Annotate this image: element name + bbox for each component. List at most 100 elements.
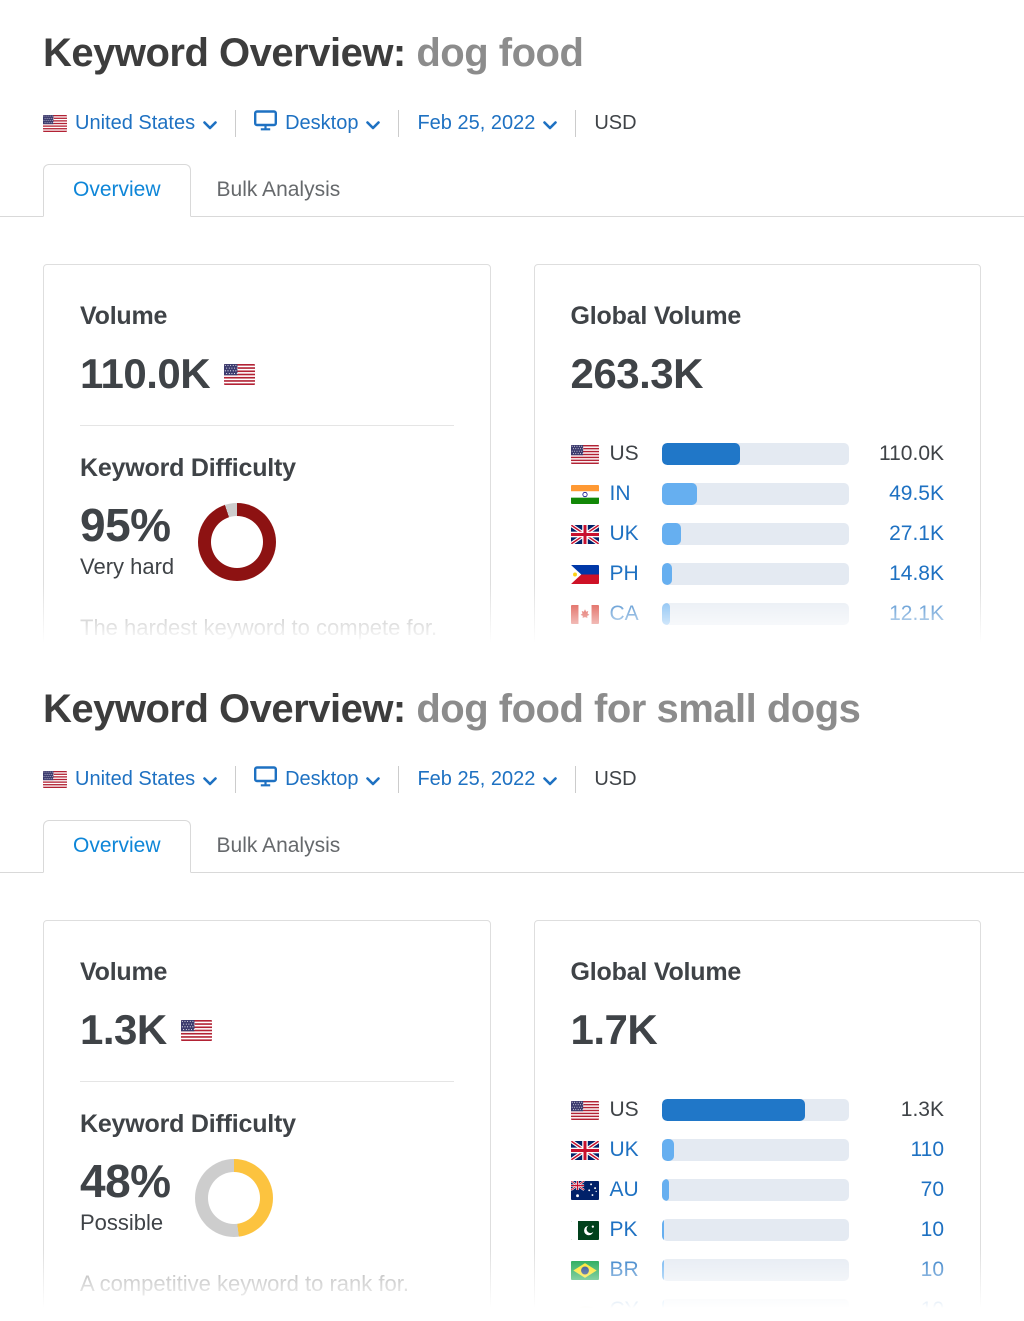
keyword-difficulty-row: 95% Very hard — [80, 500, 454, 581]
country-volume-row: UK 110 — [570, 1130, 944, 1170]
uk-flag-icon — [570, 1140, 599, 1160]
volume-bar — [661, 563, 849, 585]
page-title: Keyword Overview: dog food for small dog… — [43, 687, 981, 732]
volume-bar — [661, 1259, 849, 1281]
country-code-link[interactable]: PH — [609, 562, 639, 585]
volume-heading: Volume — [80, 302, 168, 330]
device-selector[interactable]: Desktop — [254, 109, 381, 137]
pk-flag-icon — [570, 1220, 599, 1240]
difficulty-description: The hardest keyword to compete for. It w… — [80, 611, 454, 656]
ca-flag-icon — [570, 604, 599, 624]
chevron-down-icon — [543, 769, 558, 792]
country-selector[interactable]: United States — [43, 767, 217, 792]
date-selector[interactable]: Feb 25, 2022 — [417, 111, 558, 136]
cards-row: Volume 1.3K Keyword Difficulty 48% Possi… — [43, 920, 981, 1321]
tab-overview[interactable]: Overview — [43, 164, 191, 217]
country-code-link[interactable]: BR — [609, 1258, 639, 1281]
au-flag-icon — [570, 1180, 599, 1200]
country-volume-value: 70 — [920, 1178, 944, 1201]
us-flag-icon — [180, 1019, 212, 1041]
volume-bar — [661, 1299, 849, 1321]
country-volume-row: PK 10 — [570, 1210, 944, 1250]
difficulty-donut-chart — [194, 1159, 273, 1237]
tab-bulk-analysis[interactable]: Bulk Analysis — [216, 178, 341, 201]
tab-bar: Overview Bulk Analysis — [0, 164, 1024, 217]
volume-bar — [661, 443, 849, 465]
device-selector-label: Desktop — [285, 767, 359, 790]
country-code-link[interactable]: CA — [609, 602, 639, 625]
country-code-link[interactable]: CY — [609, 1298, 639, 1321]
global-volume-card: Global Volume 1.7K US 1.3K UK 110 AU 70 PK 10 BR… — [533, 920, 981, 1321]
filter-divider — [235, 109, 237, 137]
br-flag-icon — [570, 1260, 599, 1280]
country-code-link: US — [609, 1098, 639, 1121]
volume-difficulty-card: Volume 1.3K Keyword Difficulty 48% Possi… — [43, 920, 491, 1321]
global-volume-heading: Global Volume — [570, 958, 742, 986]
cards-row: Volume 110.0K Keyword Difficulty 95% Ver… — [43, 264, 981, 656]
country-code-link[interactable]: IN — [609, 482, 631, 505]
volume-difficulty-card: Volume 110.0K Keyword Difficulty 95% Ver… — [43, 264, 491, 656]
us-flag-icon — [570, 1100, 599, 1120]
page-title-prefix: Keyword Overview: — [43, 31, 406, 75]
chevron-down-icon — [366, 113, 381, 136]
chevron-down-icon — [366, 769, 381, 792]
volume-bar — [661, 1099, 849, 1121]
keyword-overview-section-1: Keyword Overview: dog food United States… — [0, 0, 1024, 656]
us-flag-icon — [224, 363, 256, 385]
filter-divider — [575, 765, 577, 793]
volume-value-row: 1.3K — [80, 1004, 454, 1056]
country-volume-row: CA 12.1K — [570, 594, 944, 634]
filter-bar: United States Desktop Feb 25, 2022 USD — [43, 765, 981, 793]
country-code-link[interactable]: UK — [609, 522, 639, 545]
ph-flag-icon — [570, 564, 599, 584]
country-volume-row: US 1.3K — [570, 1090, 944, 1130]
country-code-link[interactable]: PK — [609, 1218, 638, 1241]
global-volume-card: Global Volume 263.3K US 110.0K IN 49.5K UK 27… — [533, 264, 981, 656]
difficulty-label: Very hard — [80, 553, 175, 579]
country-volume-row: US 110.0K — [570, 434, 944, 474]
volume-value: 110.0K — [80, 350, 211, 397]
chevron-down-icon — [543, 113, 558, 136]
desktop-icon — [254, 109, 278, 137]
in-flag-icon — [570, 484, 599, 504]
country-volume-value: 10 — [920, 1218, 944, 1241]
device-selector[interactable]: Desktop — [254, 765, 381, 793]
country-volume-value: 10 — [920, 1258, 944, 1281]
country-volume-value: 10 — [920, 1298, 944, 1321]
country-volume-value: 8.1K — [900, 642, 944, 656]
card-divider — [80, 425, 454, 426]
country-volume-value: 110.0K — [879, 442, 944, 465]
difficulty-description-line2: It will take a lot of on-page SEO, link — [80, 644, 454, 656]
keyword-difficulty-score: 48% Possible — [80, 1156, 171, 1236]
keyword-difficulty-heading: Keyword Difficulty — [80, 1110, 296, 1138]
tab-overview[interactable]: Overview — [43, 820, 191, 873]
filter-divider — [398, 109, 400, 137]
volume-bar — [661, 1139, 849, 1161]
volume-heading: Volume — [80, 958, 168, 986]
difficulty-description-line1: The hardest keyword to compete for. — [80, 615, 438, 640]
filter-divider — [235, 765, 237, 793]
difficulty-percent: 48% — [80, 1155, 171, 1207]
country-code-link[interactable]: AU — [609, 642, 639, 656]
country-volume-row: AU 70 — [570, 1170, 944, 1210]
country-selector[interactable]: United States — [43, 111, 217, 136]
cy-flag-icon — [570, 1300, 599, 1320]
global-volume-value: 263.3K — [570, 350, 704, 397]
uk-flag-icon — [570, 524, 599, 544]
country-volume-value: 12.1K — [889, 602, 944, 625]
country-code-link: US — [609, 442, 639, 465]
keyword-difficulty-row: 48% Possible — [80, 1156, 454, 1237]
date-selector-label: Feb 25, 2022 — [417, 767, 536, 790]
device-selector-label: Desktop — [285, 111, 359, 134]
filter-bar: United States Desktop Feb 25, 2022 USD — [43, 109, 981, 137]
volume-bar — [661, 483, 849, 505]
date-selector-label: Feb 25, 2022 — [417, 111, 536, 134]
country-code-link[interactable]: UK — [609, 1138, 639, 1161]
keyword-difficulty-score: 95% Very hard — [80, 500, 174, 580]
tab-bulk-analysis[interactable]: Bulk Analysis — [216, 834, 341, 857]
date-selector[interactable]: Feb 25, 2022 — [417, 767, 558, 792]
difficulty-description-line1: A competitive keyword to rank for. — [80, 1271, 409, 1296]
difficulty-description: A competitive keyword to rank for. You w… — [80, 1267, 454, 1321]
country-code-link[interactable]: AU — [609, 1178, 639, 1201]
country-selector-label: United States — [75, 767, 196, 790]
